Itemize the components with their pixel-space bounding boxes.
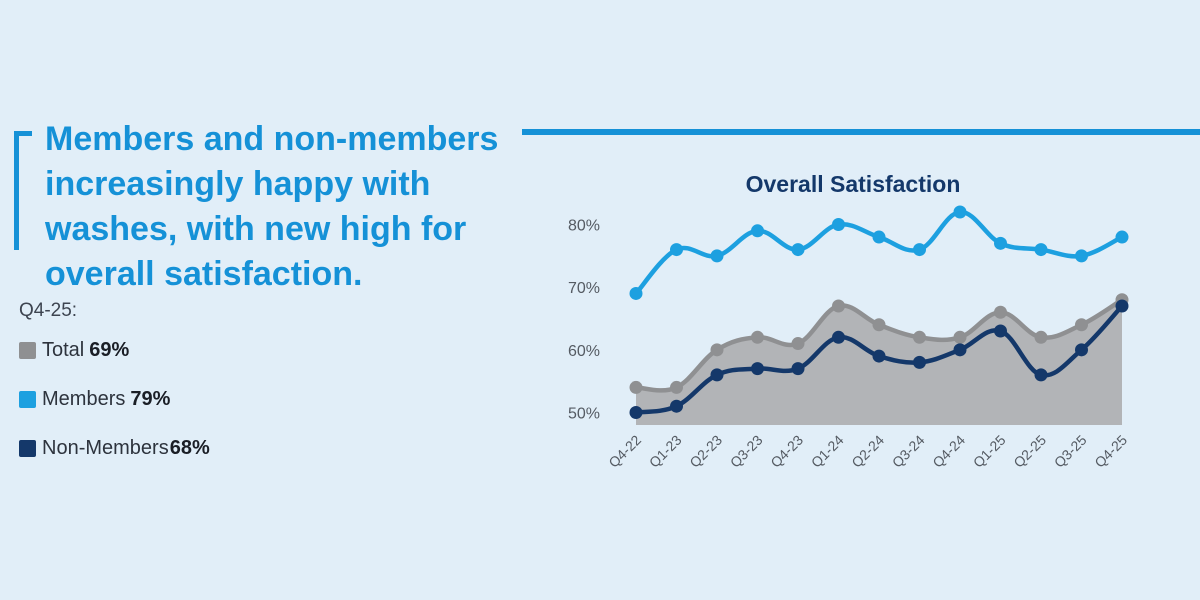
x-tick-label: Q2-25 [1010, 432, 1049, 471]
x-tick-label: Q4-25 [1091, 432, 1130, 471]
x-tick-label: Q4-22 [605, 432, 644, 471]
data-point-non-members [751, 362, 764, 376]
data-point-non-members [670, 399, 683, 413]
data-point-total [1034, 330, 1048, 344]
data-point-members [832, 218, 845, 232]
data-point-total [872, 318, 886, 332]
data-point-members [872, 230, 886, 244]
chart-title: Overall Satisfaction [746, 171, 961, 197]
series-line-members [633, 209, 1125, 296]
data-point-total [1075, 318, 1088, 332]
legend-value-total: 69% [89, 338, 130, 361]
data-point-members [710, 249, 724, 263]
x-tick-label: Q3-23 [727, 432, 766, 471]
data-point-total [913, 330, 926, 344]
data-point-non-members [872, 349, 886, 363]
headline-bracket-cap [14, 131, 32, 136]
legend-label-members: Members [42, 387, 126, 410]
data-point-members [791, 243, 805, 257]
data-point-members [629, 286, 643, 300]
overall-satisfaction-chart: Overall Satisfaction 50%60%70%80% Q4-22 Q… [568, 171, 1130, 471]
data-point-total [670, 380, 683, 394]
x-tick-label: Q1-25 [970, 432, 1009, 471]
data-point-total [710, 343, 724, 357]
legend-label-total: Total [42, 338, 85, 361]
data-point-non-members [953, 343, 967, 357]
x-tick-label: Q1-24 [808, 432, 847, 471]
legend-item-members: Members 79% [19, 387, 210, 411]
legend-value-non-members: 68% [169, 436, 210, 459]
data-point-members [1115, 230, 1129, 244]
y-tick-label: 80% [568, 218, 600, 235]
y-tick-label: 50% [568, 405, 600, 422]
data-point-total [751, 330, 764, 344]
x-tick-label: Q3-25 [1051, 432, 1090, 471]
y-axis: 50% 60% 70% 80% [568, 218, 600, 423]
data-point-total [629, 380, 643, 394]
y-tick-label: 60% [568, 343, 600, 360]
data-point-non-members [791, 362, 805, 376]
x-axis: Q4-22 Q1-23 Q2-23 Q3-23 Q4-23 Q1-24 Q2-24 Q3-24… [605, 432, 1130, 471]
legend-item-non-members: Non-Members 68% [19, 436, 210, 460]
data-point-total [953, 330, 967, 344]
data-point-members [670, 243, 683, 257]
data-point-members [751, 224, 764, 238]
x-tick-label: Q2-23 [686, 432, 725, 471]
data-point-non-members [1034, 368, 1048, 382]
period-label: Q4-25: [19, 300, 78, 321]
data-point-non-members [629, 405, 643, 419]
data-point-members [1075, 249, 1088, 263]
data-point-total [994, 305, 1007, 319]
data-point-non-members [832, 330, 845, 344]
header-rule [522, 129, 1200, 135]
data-point-non-members [913, 355, 926, 369]
legend-swatch-non-members [19, 439, 36, 457]
x-tick-label: Q2-24 [848, 432, 887, 471]
x-tick-label: Q1-23 [646, 432, 685, 471]
legend-swatch-members [19, 390, 36, 408]
summary-legend: Total 69% Members 79% Non-Members 68% [19, 338, 210, 485]
legend-label-non-members: Non-Members [42, 436, 169, 459]
data-point-members [994, 236, 1007, 250]
x-tick-label: Q4-23 [767, 432, 806, 471]
headline-bracket [14, 131, 19, 250]
data-point-total [832, 299, 845, 313]
series-layer [629, 205, 1129, 425]
data-point-members [953, 205, 967, 219]
data-point-members [913, 243, 926, 257]
legend-swatch-total [19, 341, 36, 359]
x-tick-label: Q3-24 [889, 432, 928, 471]
x-tick-label: Q4-24 [929, 432, 968, 471]
data-point-non-members [1075, 343, 1088, 357]
data-point-members [1034, 243, 1048, 257]
data-point-non-members [1115, 299, 1129, 313]
data-point-non-members [710, 368, 724, 382]
y-tick-label: 70% [568, 280, 600, 297]
headline: Members and non-members increasingly hap… [45, 120, 499, 293]
legend-item-total: Total 69% [19, 338, 210, 362]
legend-value-members: 79% [130, 387, 171, 410]
data-point-non-members [994, 324, 1007, 338]
data-point-total [791, 337, 805, 351]
